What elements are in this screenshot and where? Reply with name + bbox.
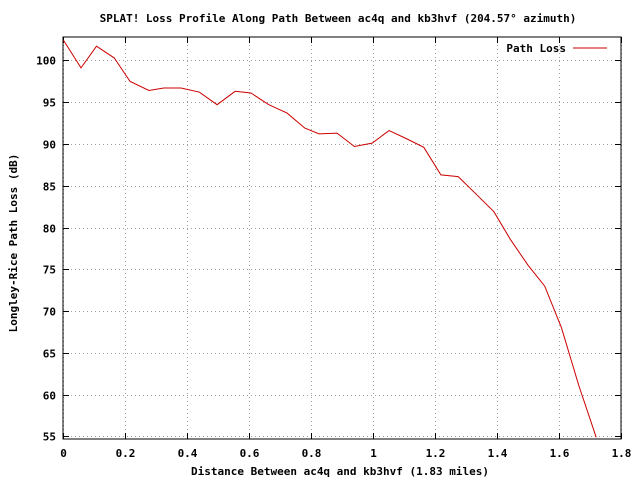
y-tick-labels: 55 60 65 70 75 80 85 90 95 100 (36, 55, 56, 444)
y-tick-label: 55 (43, 431, 56, 444)
y-tick-label: 65 (43, 348, 56, 361)
plot-frame (62, 36, 622, 440)
axis-ticks (63, 37, 622, 439)
y-tick-label: 95 (43, 97, 56, 110)
y-tick-label: 75 (43, 264, 56, 277)
y-tick-label: 85 (43, 181, 56, 194)
y-tick-label: 100 (36, 55, 56, 68)
x-tick-label: 1.4 (488, 447, 508, 460)
chart-title: SPLAT! Loss Profile Along Path Between a… (100, 12, 577, 25)
x-tick-label: 0.6 (240, 447, 260, 460)
y-tick-label: 80 (43, 223, 56, 236)
x-tick-label: 1.2 (426, 447, 446, 460)
x-tick-label: 0 (60, 447, 67, 460)
x-tick-label: 1 (370, 447, 377, 460)
y-tick-label: 90 (43, 139, 56, 152)
x-tick-label: 1.6 (550, 447, 570, 460)
y-axis-label: Longley-Rice Path Loss (dB) (7, 154, 20, 333)
y-tick-label: 60 (43, 390, 56, 403)
y-tick-label: 70 (43, 306, 56, 319)
x-tick-labels: 0 0.2 0.4 0.6 0.8 1 1.2 1.4 1.6 1.8 (60, 447, 631, 460)
x-tick-label: 0.2 (116, 447, 136, 460)
legend: Path Loss (506, 42, 607, 55)
x-axis-label: Distance Between ac4q and kb3hvf (1.83 m… (191, 465, 489, 478)
legend-label-path-loss: Path Loss (506, 42, 566, 55)
x-tick-label: 0.4 (178, 447, 198, 460)
grid-lines (63, 37, 622, 439)
path-loss-line (62, 39, 597, 438)
x-tick-label: 1.8 (612, 447, 632, 460)
x-tick-label: 0.8 (302, 447, 322, 460)
